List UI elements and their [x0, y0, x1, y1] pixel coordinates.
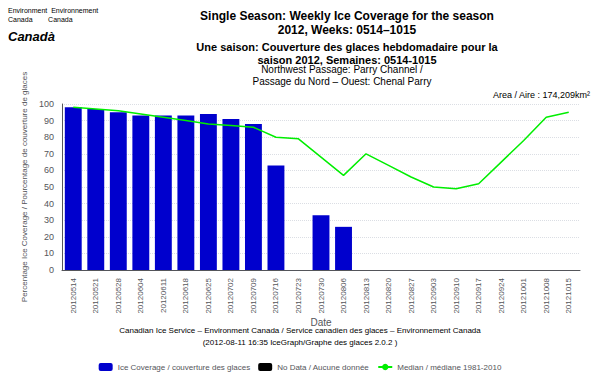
svg-text:Percentage Ice Coverage / Pour: Percentage Ice Coverage / Pourcentage de…: [20, 72, 29, 302]
svg-text:20120917: 20120917: [474, 277, 483, 313]
svg-text:Single Season: Weekly Ice Cove: Single Season: Weekly Ice Coverage for t…: [200, 9, 494, 23]
svg-text:80: 80: [44, 132, 54, 142]
svg-text:20120820: 20120820: [384, 277, 393, 313]
svg-text:20121015: 20121015: [564, 277, 573, 313]
svg-text:20120716: 20120716: [271, 277, 280, 313]
svg-text:10: 10: [44, 248, 54, 258]
svg-text:Median / médiane 1981-2010: Median / médiane 1981-2010: [397, 363, 502, 372]
svg-text:50: 50: [44, 182, 54, 192]
svg-text:Une saison: Couverture des gla: Une saison: Couverture des glaces hebdom…: [196, 41, 498, 53]
svg-text:Passage du Nord – Ouest: Chena: Passage du Nord – Ouest: Chenal Parry: [253, 76, 432, 87]
svg-text:90: 90: [44, 116, 54, 126]
svg-text:20121008: 20121008: [542, 277, 551, 313]
svg-text:20: 20: [44, 232, 54, 242]
svg-text:No Data / Aucune donnée: No Data / Aucune donnée: [277, 363, 369, 372]
svg-text:Northwest Passage: Parry Chann: Northwest Passage: Parry Channel /: [261, 63, 423, 75]
svg-text:Canada Canada: Canada Canada: [8, 16, 73, 23]
svg-text:20120611: 20120611: [159, 277, 168, 313]
svg-text:20120730: 20120730: [317, 277, 326, 313]
svg-text:20120813: 20120813: [362, 277, 371, 313]
svg-text:20120910: 20120910: [452, 277, 461, 313]
svg-text:(2012-08-11 16:35 IceGraph/Gra: (2012-08-11 16:35 IceGraph/Graphe des gl…: [203, 338, 398, 347]
svg-text:saison 2012, Semaines: 0514-10: saison 2012, Semaines: 0514-1015: [257, 54, 436, 66]
svg-text:Ice Coverage / couverture des: Ice Coverage / couverture des glaces: [118, 363, 251, 372]
svg-text:20120604: 20120604: [136, 277, 145, 313]
svg-text:Area / Aire : 174,209km²: Area / Aire : 174,209km²: [493, 90, 590, 100]
svg-text:Canadà: Canadà: [8, 29, 55, 44]
svg-text:20120924: 20120924: [497, 277, 506, 313]
svg-text:Canadian Ice Service – Environ: Canadian Ice Service – Environment Canad…: [119, 326, 481, 335]
svg-text:20120709: 20120709: [249, 277, 258, 313]
svg-text:20120618: 20120618: [181, 277, 190, 313]
svg-text:30: 30: [44, 215, 54, 225]
svg-text:20120514: 20120514: [69, 277, 78, 313]
svg-text:20120903: 20120903: [429, 277, 438, 313]
svg-text:20120521: 20120521: [91, 277, 100, 313]
svg-text:20120806: 20120806: [339, 277, 348, 313]
svg-text:Environment Environnement: Environment Environnement: [8, 7, 98, 14]
svg-text:70: 70: [44, 149, 54, 159]
svg-text:40: 40: [44, 199, 54, 209]
svg-text:Date: Date: [310, 317, 332, 328]
svg-text:0: 0: [49, 265, 54, 275]
svg-text:100: 100: [39, 99, 54, 109]
svg-text:60: 60: [44, 165, 54, 175]
svg-text:20121001: 20121001: [519, 277, 528, 313]
svg-text:20120528: 20120528: [114, 277, 123, 313]
svg-text:20120723: 20120723: [294, 277, 303, 313]
svg-text:20120625: 20120625: [204, 277, 213, 313]
svg-text:20120827: 20120827: [407, 277, 416, 313]
svg-text:20120702: 20120702: [226, 277, 235, 313]
svg-text:2012, Weeks: 0514–1015: 2012, Weeks: 0514–1015: [278, 23, 417, 37]
